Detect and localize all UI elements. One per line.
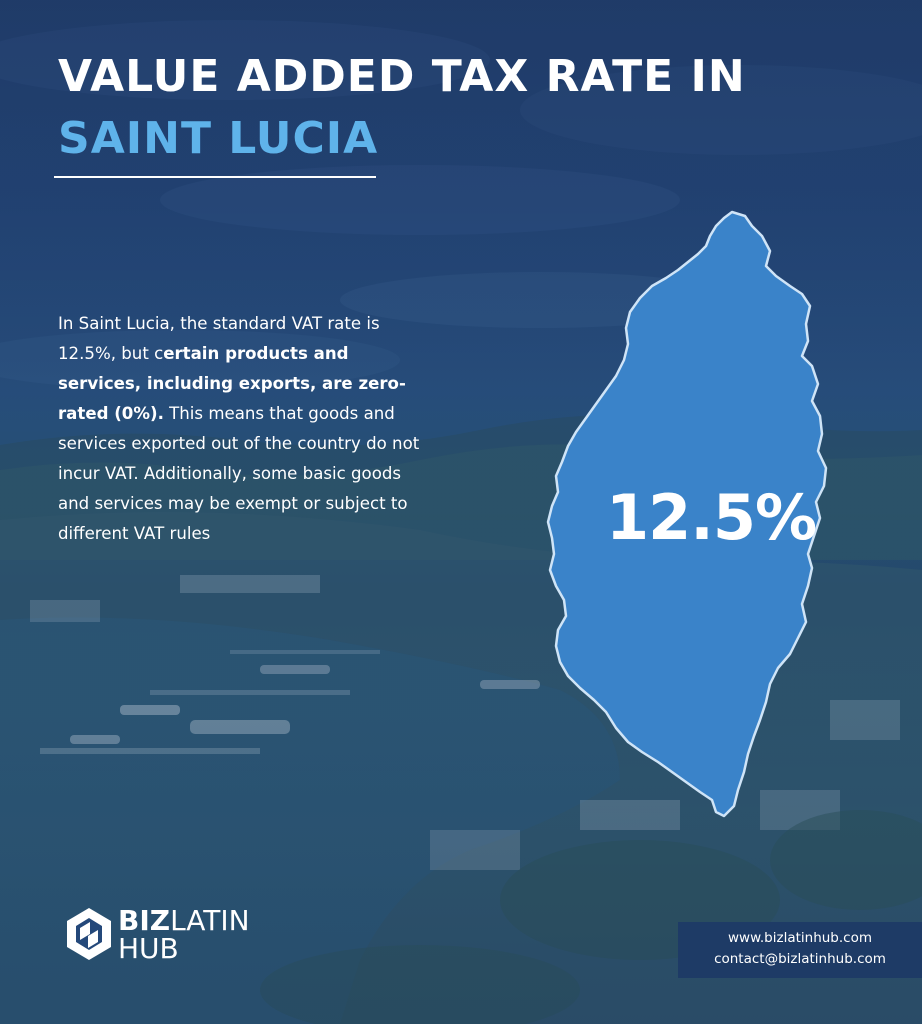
website-link[interactable]: www.bizlatinhub.com bbox=[727, 930, 872, 946]
bizlatin-hub-logo: BIZLATIN HUB bbox=[64, 904, 264, 964]
vat-rate-label: 12.5% bbox=[606, 481, 817, 554]
bizlatin-hub-logo-icon bbox=[67, 908, 111, 960]
title-line-2: SAINT LUCIA bbox=[58, 113, 379, 164]
logo-wordmark-line-1: BIZLATIN bbox=[118, 906, 250, 936]
logo-text-hub: HUB bbox=[118, 932, 179, 965]
logo-text-biz: BIZ bbox=[118, 904, 171, 937]
description-text-2: This means that goods and services expor… bbox=[58, 404, 420, 543]
saint-lucia-map bbox=[546, 210, 828, 818]
title-divider bbox=[54, 176, 376, 178]
page-title: VALUE ADDED TAX RATE IN SAINT LUCIA bbox=[58, 46, 746, 170]
logo-text-latin: LATIN bbox=[170, 904, 250, 937]
description-bold-text: ertain products and services, including … bbox=[58, 344, 406, 423]
contact-box: www.bizlatinhub.com contact@bizlatinhub.… bbox=[678, 922, 922, 978]
saint-lucia-island-shape bbox=[546, 210, 828, 818]
title-line-1: VALUE ADDED TAX RATE IN bbox=[58, 51, 746, 102]
email-link[interactable]: contact@bizlatinhub.com bbox=[714, 951, 886, 967]
description-paragraph: In Saint Lucia, the standard VAT rate is… bbox=[58, 309, 428, 549]
description-text-1: In Saint Lucia, the standard VAT rate is… bbox=[58, 314, 380, 363]
